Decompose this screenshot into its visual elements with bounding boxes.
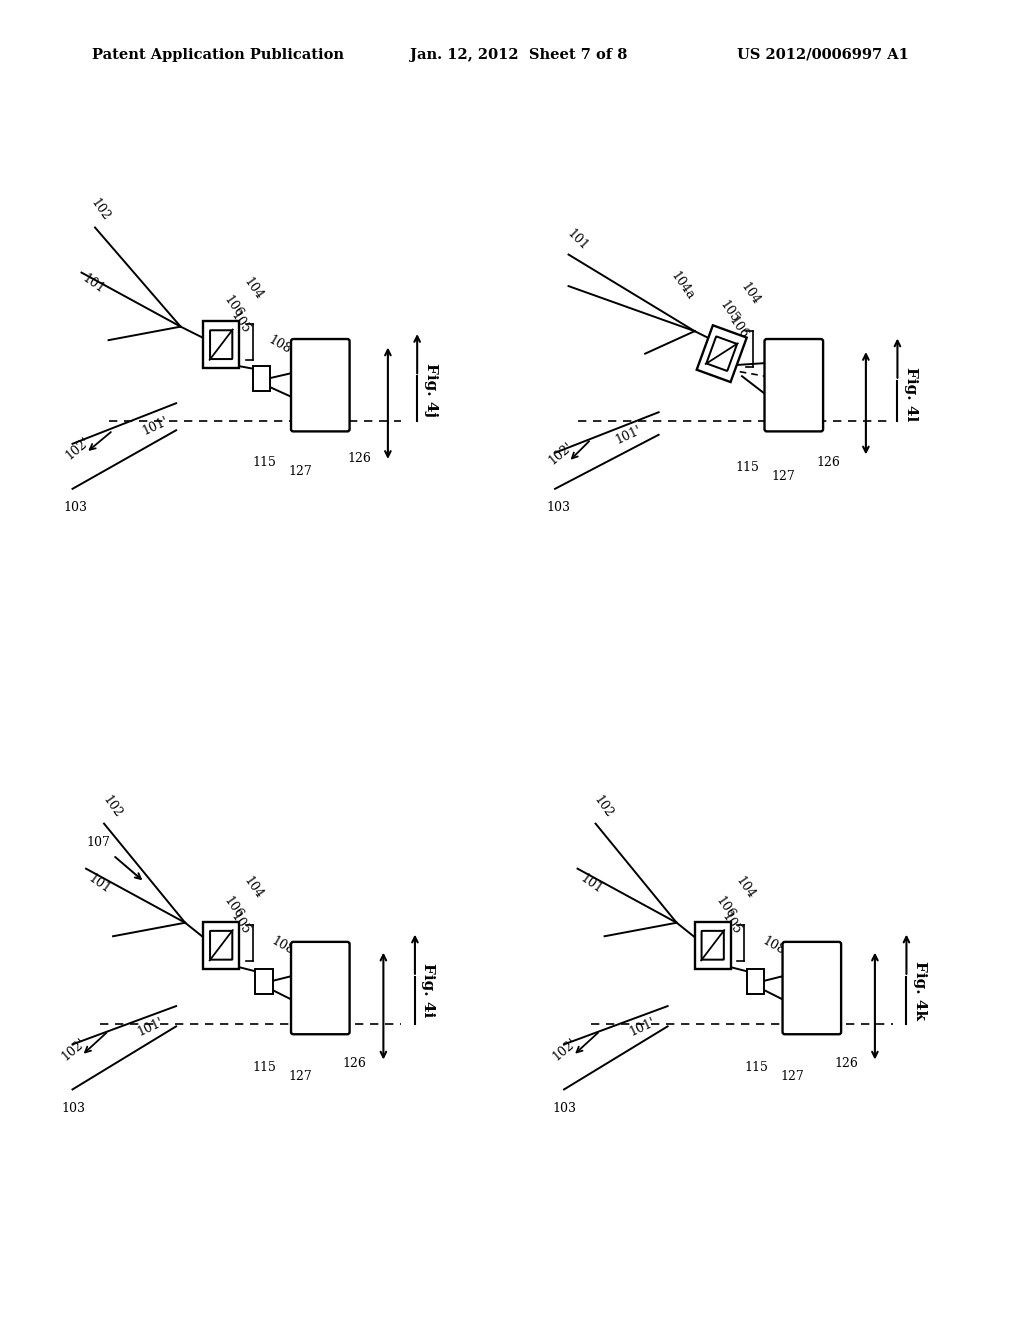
FancyBboxPatch shape xyxy=(210,330,232,359)
FancyBboxPatch shape xyxy=(707,337,737,371)
Text: 105: 105 xyxy=(717,298,741,325)
FancyBboxPatch shape xyxy=(701,931,724,960)
Text: 104: 104 xyxy=(737,280,762,308)
Text: 101: 101 xyxy=(79,272,106,296)
Text: 104: 104 xyxy=(242,874,266,902)
Text: 101': 101' xyxy=(627,1015,657,1039)
Text: 105: 105 xyxy=(228,909,252,937)
Text: 126: 126 xyxy=(343,1057,367,1071)
Text: 127: 127 xyxy=(289,466,312,478)
Text: 115: 115 xyxy=(744,1061,768,1074)
Text: 115: 115 xyxy=(253,1061,276,1074)
Text: 115: 115 xyxy=(253,457,276,470)
FancyBboxPatch shape xyxy=(291,339,349,432)
FancyBboxPatch shape xyxy=(210,931,232,960)
Text: 106: 106 xyxy=(221,894,246,921)
Text: 101: 101 xyxy=(86,873,113,896)
Text: 103: 103 xyxy=(63,502,87,515)
Text: 101': 101' xyxy=(135,1015,166,1039)
Text: 102': 102' xyxy=(546,440,575,467)
Text: Fig. 4j: Fig. 4j xyxy=(424,363,437,417)
Text: 107: 107 xyxy=(86,836,110,849)
Text: 102': 102' xyxy=(59,1036,88,1063)
Text: 101': 101' xyxy=(140,414,171,438)
Text: Jan. 12, 2012  Sheet 7 of 8: Jan. 12, 2012 Sheet 7 of 8 xyxy=(410,48,627,62)
Bar xyxy=(696,325,746,381)
Text: 108: 108 xyxy=(268,935,296,957)
Text: 127: 127 xyxy=(780,1071,804,1084)
Text: Patent Application Publication: Patent Application Publication xyxy=(92,48,344,62)
Text: 126: 126 xyxy=(816,457,841,470)
Text: Fig. 4i: Fig. 4i xyxy=(422,964,435,1018)
Bar xyxy=(255,969,272,994)
Bar xyxy=(203,921,240,969)
FancyBboxPatch shape xyxy=(765,339,823,432)
FancyBboxPatch shape xyxy=(782,942,841,1035)
Text: 127: 127 xyxy=(771,470,795,483)
Text: 105: 105 xyxy=(228,309,252,337)
FancyBboxPatch shape xyxy=(291,942,349,1035)
Bar xyxy=(746,969,764,994)
Text: 101': 101' xyxy=(613,424,644,446)
Text: 102: 102 xyxy=(99,793,124,820)
Bar xyxy=(253,366,270,391)
Text: 126: 126 xyxy=(835,1057,858,1071)
Text: 102': 102' xyxy=(63,436,93,462)
Text: US 2012/0006997 A1: US 2012/0006997 A1 xyxy=(737,48,909,62)
Text: 108: 108 xyxy=(760,935,787,957)
Text: 108: 108 xyxy=(266,334,294,356)
Text: 126: 126 xyxy=(347,451,372,465)
Text: 115: 115 xyxy=(735,461,759,474)
Text: 102: 102 xyxy=(88,197,113,224)
Text: 104a: 104a xyxy=(668,269,696,302)
Text: Fig. 4l: Fig. 4l xyxy=(904,367,918,421)
Text: 104: 104 xyxy=(733,874,758,902)
Text: 106: 106 xyxy=(713,894,737,921)
Text: 103: 103 xyxy=(553,1102,577,1115)
Text: 101: 101 xyxy=(578,873,604,896)
Text: 102': 102' xyxy=(551,1036,580,1063)
Text: 127: 127 xyxy=(289,1071,312,1084)
Bar xyxy=(694,921,731,969)
Text: 102: 102 xyxy=(591,793,615,820)
Text: 103: 103 xyxy=(546,502,570,515)
Text: 104: 104 xyxy=(242,276,266,302)
Text: Fig. 4k: Fig. 4k xyxy=(913,961,927,1020)
Text: 105: 105 xyxy=(720,909,743,937)
Text: 101: 101 xyxy=(564,227,590,253)
Text: 106: 106 xyxy=(726,314,751,341)
Text: 106: 106 xyxy=(221,293,246,321)
Bar xyxy=(203,321,240,368)
Text: 103: 103 xyxy=(61,1102,85,1115)
